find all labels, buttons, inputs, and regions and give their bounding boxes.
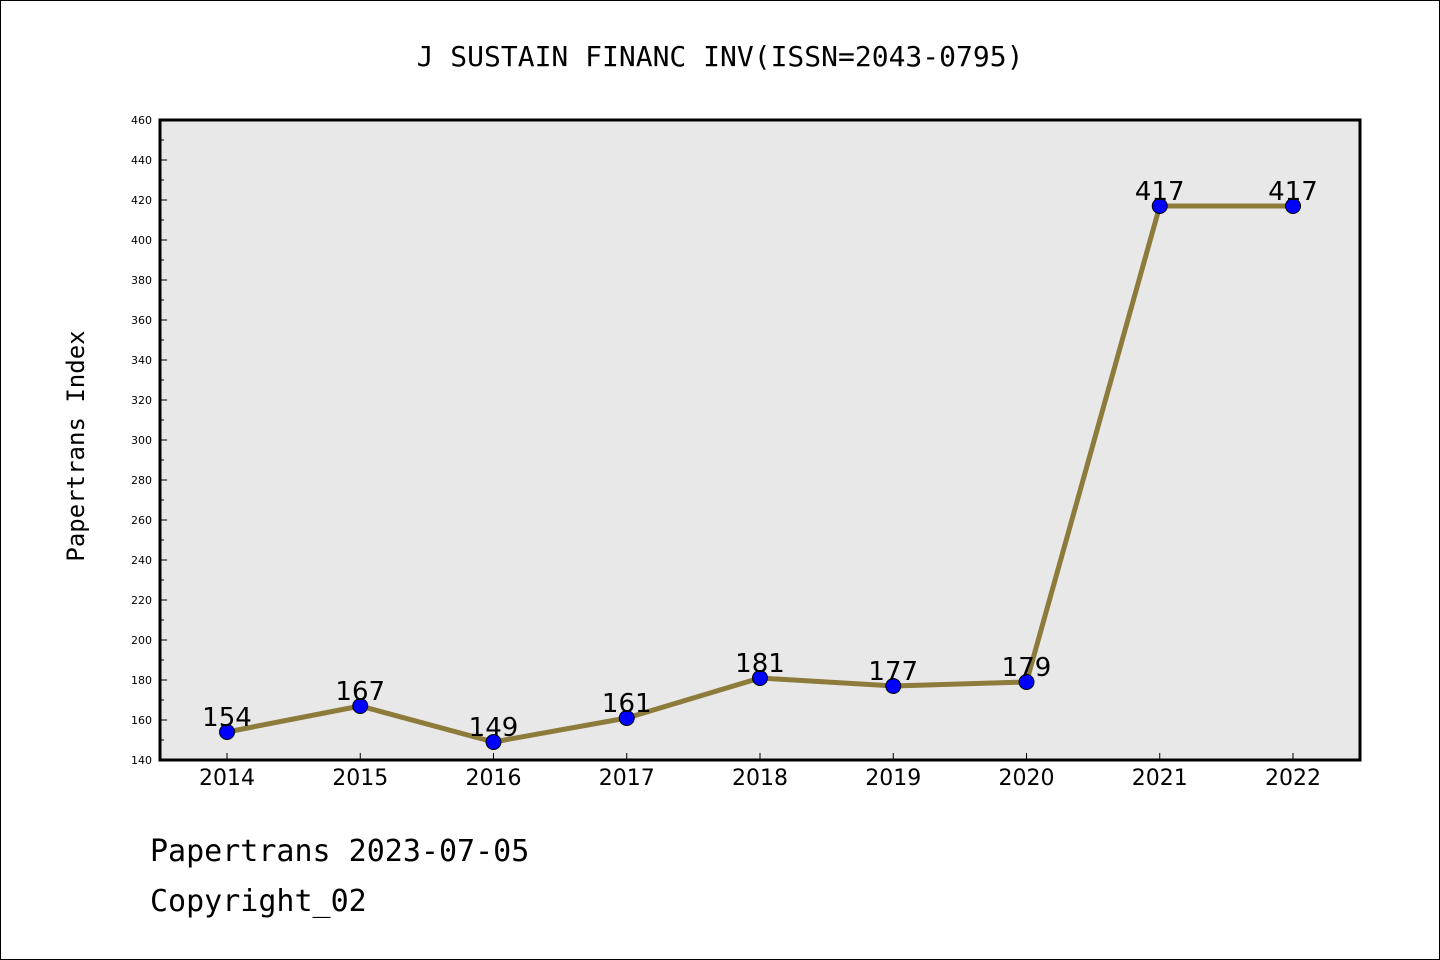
y-tick-label: 280 <box>131 474 152 487</box>
footer-copyright: Copyright_02 <box>150 884 367 919</box>
y-tick-label: 260 <box>131 514 152 527</box>
y-tick-label: 400 <box>131 234 152 247</box>
data-point-2017 <box>618 710 635 726</box>
x-tick-label: 2015 <box>332 766 388 791</box>
x-tick-label: 2021 <box>1132 766 1188 791</box>
y-tick-label: 360 <box>131 314 152 327</box>
data-label-2018: 181 <box>735 649 785 679</box>
y-tick-label: 320 <box>131 394 152 407</box>
x-axis: 2014 2015 2016 2017 2018 2019 2020 2021 2022 <box>199 753 1321 791</box>
y-tick-label: 240 <box>131 554 152 567</box>
y-tick-label: 300 <box>131 434 152 447</box>
chart-title: J SUSTAIN FINANC INV(ISSN=2043-0795) <box>417 40 1024 73</box>
y-tick-label: 380 <box>131 274 152 287</box>
x-tick-label: 2017 <box>599 766 655 791</box>
y-tick-label: 140 <box>131 754 152 767</box>
plot-area <box>158 118 1362 762</box>
y-tick-label: 220 <box>131 594 152 607</box>
y-tick-label: 160 <box>131 714 152 727</box>
y-axis: 140 160 180 200 220 240 260 280 300 320 340 360 380 4… <box>131 114 167 767</box>
footer-date: Papertrans 2023-07-05 <box>150 834 530 869</box>
y-tick-label: 200 <box>131 634 152 647</box>
data-label-2021: 417 <box>1135 177 1185 207</box>
data-label-2015: 167 <box>335 677 385 707</box>
data-point-2021 <box>1151 198 1168 214</box>
y-tick-label: 440 <box>131 154 152 167</box>
data-point-2019 <box>885 678 902 694</box>
y-axis-label: Papertrans Index <box>62 330 90 561</box>
data-point-2016 <box>485 734 502 750</box>
y-tick-label: 420 <box>131 194 152 207</box>
x-tick-label: 2022 <box>1265 766 1321 791</box>
data-label-2017: 161 <box>602 689 652 719</box>
y-tick-label: 460 <box>131 114 152 127</box>
x-tick-label: 2019 <box>865 766 921 791</box>
x-tick-label: 2020 <box>999 766 1055 791</box>
data-label-2014: 154 <box>202 703 252 733</box>
y-tick-label: 180 <box>131 674 152 687</box>
x-tick-label: 2014 <box>199 766 255 791</box>
data-point-2014 <box>219 724 235 740</box>
x-tick-label: 2018 <box>732 766 788 791</box>
y-tick-label: 340 <box>131 354 152 367</box>
data-point-2018 <box>752 670 768 686</box>
data-label-2022: 417 <box>1268 177 1318 207</box>
data-point-2015 <box>352 698 369 714</box>
data-labels: 154 167 149 161 181 177 179 417 417 <box>202 177 1318 743</box>
data-point-2022 <box>1285 198 1301 214</box>
data-label-2019: 177 <box>868 657 918 687</box>
data-point-2020 <box>1018 674 1035 690</box>
data-markers <box>219 198 1301 750</box>
x-tick-label: 2016 <box>466 766 522 791</box>
data-label-2020: 179 <box>1002 653 1052 683</box>
data-label-2016: 149 <box>469 713 519 743</box>
